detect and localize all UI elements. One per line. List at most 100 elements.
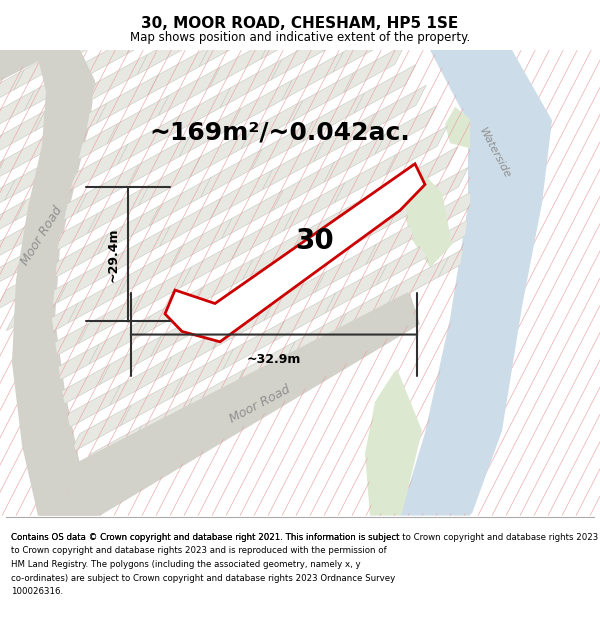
Polygon shape: [65, 293, 420, 516]
Text: ~169m²/~0.042ac.: ~169m²/~0.042ac.: [149, 121, 410, 145]
Polygon shape: [315, 244, 377, 292]
Polygon shape: [107, 96, 169, 144]
Polygon shape: [88, 185, 149, 233]
Polygon shape: [47, 234, 109, 282]
Text: Contains OS data © Crown copyright and database right 2021. This information is : Contains OS data © Crown copyright and d…: [11, 532, 400, 541]
Polygon shape: [261, 11, 322, 59]
Polygon shape: [344, 44, 405, 92]
Polygon shape: [0, 49, 14, 98]
Polygon shape: [223, 321, 284, 369]
Polygon shape: [274, 292, 336, 341]
Polygon shape: [335, 154, 396, 202]
Polygon shape: [292, 72, 354, 121]
Polygon shape: [46, 103, 107, 151]
Polygon shape: [377, 236, 438, 284]
Polygon shape: [148, 47, 209, 95]
Polygon shape: [80, 426, 142, 474]
Polygon shape: [241, 101, 303, 149]
Polygon shape: [445, 107, 475, 148]
Polygon shape: [365, 85, 426, 134]
Polygon shape: [0, 50, 95, 516]
Polygon shape: [110, 357, 172, 405]
Polygon shape: [130, 267, 191, 316]
Polygon shape: [169, 88, 230, 136]
Polygon shape: [262, 142, 324, 190]
Polygon shape: [365, 371, 420, 516]
Polygon shape: [250, 0, 312, 39]
Text: Moor Road: Moor Road: [227, 382, 293, 425]
Polygon shape: [116, 0, 178, 34]
Polygon shape: [0, 70, 24, 118]
Polygon shape: [243, 231, 304, 279]
Text: to Crown copyright and database rights 2023 and is reproduced with the permissio: to Crown copyright and database rights 2…: [11, 546, 386, 555]
Polygon shape: [367, 369, 422, 514]
Polygon shape: [323, 3, 384, 51]
Polygon shape: [304, 224, 366, 272]
Polygon shape: [67, 144, 128, 192]
Polygon shape: [0, 221, 36, 269]
Polygon shape: [127, 6, 188, 54]
Polygon shape: [397, 147, 458, 195]
Polygon shape: [252, 121, 313, 169]
Text: ~29.4m: ~29.4m: [107, 227, 120, 282]
Polygon shape: [4, 21, 65, 69]
Polygon shape: [165, 164, 425, 342]
Polygon shape: [179, 108, 241, 156]
Text: Map shows position and indicative extent of the property.: Map shows position and indicative extent…: [130, 31, 470, 44]
Polygon shape: [56, 124, 118, 172]
Polygon shape: [58, 254, 119, 302]
Text: co-ordinates) are subject to Crown copyright and database rights 2023 Ordnance S: co-ordinates) are subject to Crown copyr…: [11, 574, 395, 582]
Polygon shape: [0, 50, 95, 516]
Polygon shape: [98, 206, 160, 254]
Polygon shape: [271, 31, 333, 79]
Polygon shape: [326, 264, 387, 313]
Polygon shape: [137, 26, 199, 74]
Polygon shape: [402, 50, 552, 514]
Polygon shape: [140, 288, 202, 336]
Polygon shape: [149, 177, 211, 226]
Polygon shape: [100, 336, 161, 384]
Polygon shape: [121, 378, 182, 426]
Polygon shape: [400, 50, 550, 516]
Polygon shape: [6, 282, 68, 331]
Polygon shape: [131, 398, 193, 446]
Polygon shape: [188, 0, 250, 46]
Polygon shape: [221, 190, 283, 239]
Polygon shape: [17, 303, 79, 351]
Polygon shape: [312, 0, 374, 31]
Polygon shape: [26, 192, 88, 241]
Polygon shape: [356, 196, 417, 244]
Polygon shape: [232, 211, 294, 259]
Polygon shape: [273, 162, 334, 211]
Polygon shape: [0, 180, 15, 228]
Polygon shape: [35, 82, 97, 131]
Polygon shape: [5, 152, 67, 200]
Polygon shape: [211, 170, 272, 218]
Polygon shape: [68, 275, 130, 323]
Polygon shape: [0, 131, 56, 179]
Text: HM Land Registry. The polygons (including the associated geometry, namely x, y: HM Land Registry. The polygons (includin…: [11, 560, 361, 569]
Polygon shape: [0, 159, 5, 208]
Text: 30, MOOR ROAD, CHESHAM, HP5 1SE: 30, MOOR ROAD, CHESHAM, HP5 1SE: [142, 16, 458, 31]
Polygon shape: [161, 329, 223, 377]
Polygon shape: [400, 164, 450, 268]
Polygon shape: [302, 0, 363, 11]
Text: Moor Road: Moor Road: [19, 204, 65, 268]
Text: 30: 30: [296, 228, 334, 256]
Polygon shape: [158, 68, 220, 116]
Polygon shape: [345, 175, 407, 223]
Polygon shape: [172, 349, 233, 398]
Polygon shape: [0, 262, 57, 310]
Polygon shape: [212, 301, 274, 349]
Polygon shape: [14, 42, 76, 90]
Polygon shape: [119, 247, 181, 295]
Polygon shape: [151, 308, 212, 356]
Polygon shape: [16, 173, 77, 221]
Polygon shape: [25, 62, 86, 111]
Polygon shape: [86, 54, 148, 102]
Polygon shape: [191, 259, 253, 308]
Polygon shape: [65, 13, 127, 62]
Polygon shape: [109, 226, 170, 274]
Polygon shape: [220, 59, 282, 108]
Polygon shape: [181, 239, 242, 288]
